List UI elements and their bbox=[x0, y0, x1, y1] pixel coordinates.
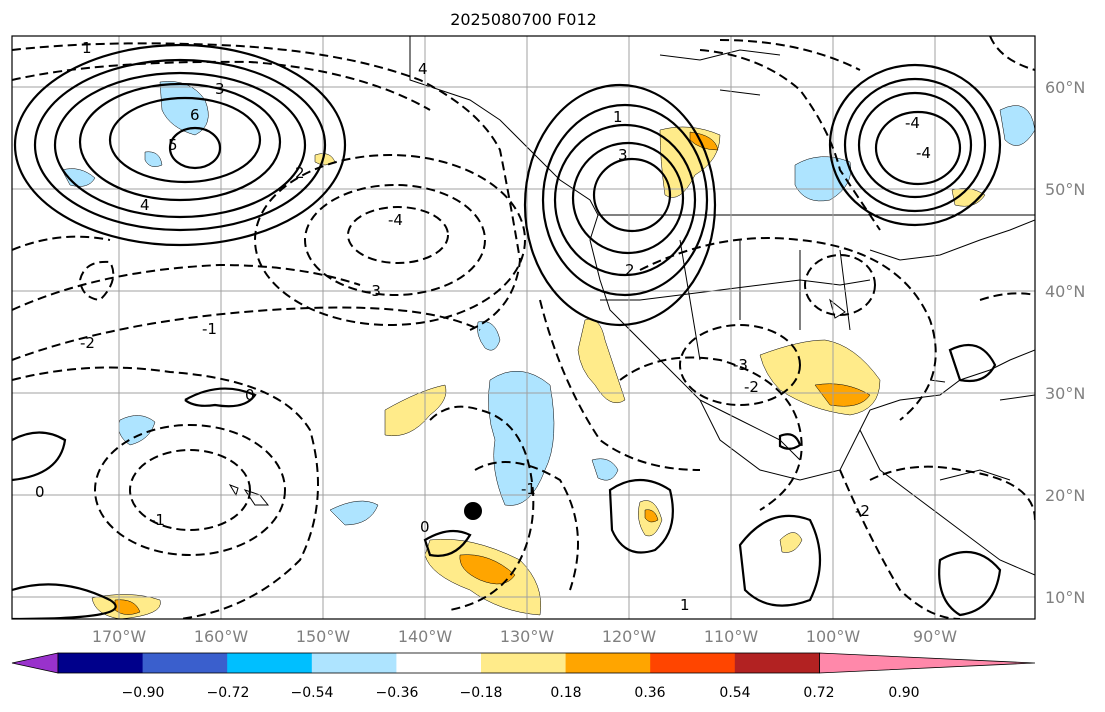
contour-label: 1 bbox=[680, 596, 690, 614]
lon-label: 100°W bbox=[806, 627, 861, 646]
contour-labels: 1 2 3 4 6 5 4 -4 -3 -2 -1 0 1 2 3 -4 -4 … bbox=[35, 39, 931, 614]
storm-center-dot bbox=[464, 502, 482, 520]
positive-contours bbox=[12, 43, 1002, 619]
lon-label: 140°W bbox=[398, 627, 453, 646]
lon-label: 170°W bbox=[92, 627, 147, 646]
colorbar-tick-label: −0.18 bbox=[460, 685, 503, 701]
contour-label: -3 bbox=[733, 356, 748, 374]
colorbar-tick-labels: −0.90 −0.72 −0.54 −0.36 −0.18 0.18 0.36 … bbox=[122, 685, 920, 701]
contour-label: 0 bbox=[35, 483, 45, 501]
negative-contours bbox=[12, 36, 1035, 619]
colorbar-frame bbox=[57, 652, 820, 674]
shaded-positive-fields bbox=[91, 126, 986, 619]
contour-label: -2 bbox=[855, 502, 870, 520]
colorbar-segment bbox=[650, 653, 736, 673]
contour-label: 2 bbox=[295, 164, 305, 182]
colorbar-segment bbox=[227, 653, 313, 673]
contour-label: 4 bbox=[140, 196, 150, 214]
colorbar-tick-label: −0.36 bbox=[376, 685, 419, 701]
lon-label: 160°W bbox=[194, 627, 249, 646]
lat-label: 40°N bbox=[1045, 282, 1085, 301]
colorbar-extend-min bbox=[11, 652, 59, 674]
plot-area: 1 2 3 4 6 5 4 -4 -3 -2 -1 0 1 2 3 -4 -4 … bbox=[11, 35, 1036, 620]
contour-label: 4 bbox=[418, 60, 428, 78]
contour-label: -4 bbox=[905, 114, 920, 132]
contour-label: 2 bbox=[625, 261, 635, 279]
lat-label: 50°N bbox=[1045, 180, 1085, 199]
colorbar-tick-label: 0.90 bbox=[888, 685, 919, 701]
shaded-negative-fields bbox=[61, 81, 1035, 526]
colorbar-tick-label: 0.54 bbox=[719, 685, 750, 701]
contour-label: 0 bbox=[245, 386, 255, 404]
lat-label: 20°N bbox=[1045, 486, 1085, 505]
colorbar bbox=[11, 652, 1036, 674]
gridlines bbox=[12, 36, 1035, 619]
lon-label: 150°W bbox=[296, 627, 351, 646]
latitude-labels: 60°N 50°N 40°N 30°N 20°N 10°N bbox=[1045, 78, 1085, 607]
colorbar-tick-label: 0.18 bbox=[550, 685, 581, 701]
contour-label: 1 bbox=[82, 39, 92, 57]
contour-label: 1 bbox=[613, 108, 623, 126]
lon-label: 120°W bbox=[602, 627, 657, 646]
colorbar-segment bbox=[396, 653, 482, 673]
contour-label: -1 bbox=[521, 480, 536, 498]
contour-label: -2 bbox=[744, 378, 759, 396]
coastlines bbox=[228, 36, 1035, 576]
colorbar-tick-label: 0.72 bbox=[803, 685, 834, 701]
colorbar-tick-label: −0.90 bbox=[122, 685, 165, 701]
contour-label: 3 bbox=[618, 146, 628, 164]
longitude-labels: 170°W 160°W 150°W 140°W 130°W 120°W 110°… bbox=[92, 627, 957, 646]
colorbar-segment bbox=[58, 653, 144, 673]
contour-label: 0 bbox=[420, 518, 430, 536]
lon-label: 90°W bbox=[913, 627, 957, 646]
colorbar-segment bbox=[565, 653, 651, 673]
contour-label: 5 bbox=[168, 136, 178, 154]
contour-label: -1 bbox=[202, 320, 217, 338]
lat-label: 10°N bbox=[1045, 588, 1085, 607]
colorbar-tick-label: 0.36 bbox=[634, 685, 665, 701]
colorbar-segment bbox=[311, 653, 397, 673]
contour-label: -2 bbox=[80, 334, 95, 352]
lat-label: 30°N bbox=[1045, 384, 1085, 403]
lon-label: 130°W bbox=[500, 627, 555, 646]
colorbar-segment bbox=[142, 653, 228, 673]
colorbar-extend-max bbox=[819, 652, 1036, 674]
colorbar-tick-label: −0.54 bbox=[291, 685, 334, 701]
map-title: 2025080700 F012 bbox=[450, 10, 597, 29]
contour-label: 3 bbox=[215, 80, 225, 98]
plot-frame bbox=[11, 35, 1036, 620]
contour-label: -1 bbox=[150, 511, 165, 529]
colorbar-segment bbox=[481, 653, 567, 673]
lon-label: 110°W bbox=[704, 627, 759, 646]
colorbar-segment bbox=[734, 653, 820, 673]
contour-label: -4 bbox=[388, 211, 403, 229]
contour-label: 6 bbox=[190, 106, 200, 124]
colorbar-tick-label: −0.72 bbox=[207, 685, 250, 701]
lat-label: 60°N bbox=[1045, 78, 1085, 97]
contour-label: -3 bbox=[366, 282, 381, 300]
contour-label: -4 bbox=[916, 144, 931, 162]
